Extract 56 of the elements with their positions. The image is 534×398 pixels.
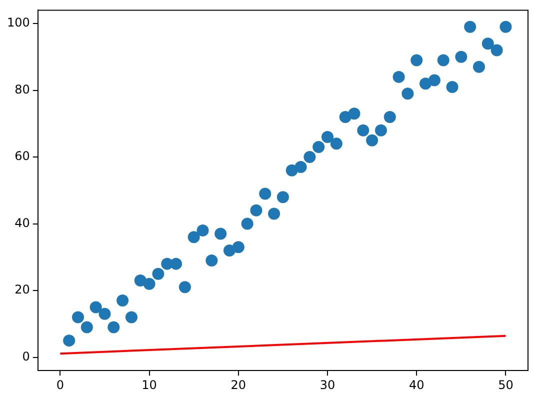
point [116,294,129,307]
point [241,218,254,230]
point [312,141,325,154]
point [330,138,342,150]
point [357,124,370,136]
point [276,191,289,204]
point [455,50,468,63]
point [322,131,334,144]
point [500,20,512,33]
x-tick-label: 0 [56,378,64,392]
point [196,224,209,236]
point [374,124,387,136]
x-tick-label: 50 [498,378,514,392]
y-tick-label: 0 [22,349,30,364]
point [402,88,414,100]
point [214,228,227,240]
point [268,208,280,220]
point [482,38,494,50]
point [366,134,378,146]
point [108,321,120,334]
point [464,20,476,33]
point [232,241,244,254]
point [304,151,316,164]
y-tick-label: 60 [14,149,30,164]
y-tick-label: 20 [14,282,30,297]
x-tick-label: 40 [408,378,424,392]
point [80,321,93,334]
x-tick-label: 20 [230,378,246,392]
point [490,44,503,56]
point [188,231,200,244]
point [143,278,156,290]
point [437,54,450,66]
point [250,204,262,216]
point [472,60,485,73]
point [178,281,191,294]
point [90,301,102,314]
y-tick-label: 100 [7,16,30,30]
point [392,70,405,83]
point [170,258,182,270]
point [152,268,164,280]
x-tick-label: 10 [142,378,157,392]
point [72,311,84,324]
point [294,161,307,174]
point [410,54,423,66]
point [206,254,218,266]
point [446,80,458,93]
point [348,108,360,120]
x-tick-label: 30 [320,378,336,392]
point [98,308,111,320]
point [384,110,396,123]
y-tick-label: 80 [14,82,30,96]
point [63,334,76,347]
y-tick-label: 40 [14,216,30,230]
point [259,188,272,200]
point [428,74,440,86]
point [125,311,138,324]
